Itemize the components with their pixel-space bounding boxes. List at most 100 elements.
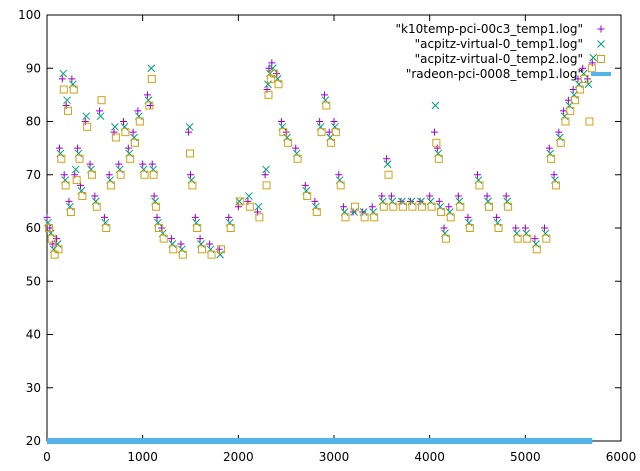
data-point xyxy=(131,138,140,147)
data-point xyxy=(266,74,275,83)
data-point xyxy=(301,181,309,189)
data-point xyxy=(139,160,147,168)
data-point xyxy=(327,138,336,147)
data-point xyxy=(341,213,350,222)
data-point xyxy=(96,112,105,121)
x-tick-label: 6000 xyxy=(606,450,637,464)
data-point xyxy=(268,59,276,67)
legend-swatch xyxy=(597,25,605,33)
data-point xyxy=(72,176,81,185)
data-point xyxy=(426,192,434,200)
data-point xyxy=(331,128,340,137)
data-point xyxy=(545,144,553,152)
data-point xyxy=(316,118,324,125)
y-tick-label: 40 xyxy=(26,328,41,342)
data-point xyxy=(435,197,443,205)
data-point xyxy=(340,203,348,211)
data-point xyxy=(303,192,312,201)
data-point xyxy=(115,160,123,168)
data-point xyxy=(87,170,96,179)
data-point xyxy=(234,203,242,211)
data-point xyxy=(585,117,594,126)
data-point xyxy=(111,122,119,131)
data-point xyxy=(588,59,596,67)
data-point xyxy=(445,203,453,211)
data-point xyxy=(185,122,194,131)
data-point xyxy=(105,171,113,179)
data-point xyxy=(383,155,391,163)
data-point xyxy=(441,234,450,243)
data-point xyxy=(147,74,156,83)
data-point xyxy=(556,138,565,147)
data-point xyxy=(584,75,592,83)
data-point xyxy=(245,202,254,211)
data-point xyxy=(454,192,462,200)
data-point xyxy=(427,202,436,211)
x-tick-label: 3000 xyxy=(319,450,350,464)
data-point xyxy=(264,80,272,89)
data-point xyxy=(107,181,116,190)
data-point xyxy=(207,250,216,259)
data-marks xyxy=(43,53,598,444)
data-point xyxy=(129,128,137,136)
data-point xyxy=(574,75,582,83)
data-point xyxy=(149,170,158,179)
data-point xyxy=(575,85,584,94)
data-point xyxy=(564,96,572,104)
legend-swatch xyxy=(597,40,605,48)
data-point xyxy=(61,181,70,190)
data-point xyxy=(62,102,70,110)
data-point xyxy=(397,197,405,205)
y-tick-label: 60 xyxy=(26,221,41,235)
data-point xyxy=(245,192,253,200)
data-point xyxy=(110,128,118,136)
data-point xyxy=(262,165,270,174)
data-point xyxy=(322,101,331,110)
legend-swatch xyxy=(597,55,605,63)
data-point xyxy=(149,165,158,174)
data-point xyxy=(43,213,51,221)
data-point xyxy=(513,234,522,243)
data-point xyxy=(54,245,63,254)
data-point xyxy=(263,86,271,94)
data-point xyxy=(74,144,82,152)
data-point xyxy=(389,202,398,211)
data-point xyxy=(135,117,144,126)
data-point xyxy=(384,170,393,179)
data-point xyxy=(277,118,285,125)
data-point xyxy=(279,128,288,137)
data-point xyxy=(325,128,333,136)
series-0 xyxy=(43,59,596,253)
data-point xyxy=(579,64,587,72)
data-point xyxy=(475,181,484,190)
data-point xyxy=(185,128,193,136)
data-point xyxy=(561,117,570,126)
data-point xyxy=(379,202,388,211)
data-point xyxy=(187,171,194,179)
y-tick-label: 90 xyxy=(26,61,41,75)
data-point xyxy=(359,208,367,216)
data-point xyxy=(111,133,120,142)
data-point xyxy=(78,192,87,201)
data-point xyxy=(547,154,556,163)
data-point xyxy=(97,96,106,105)
data-point xyxy=(542,234,551,243)
data-point xyxy=(143,91,151,99)
data-point xyxy=(63,96,71,105)
data-point xyxy=(432,138,441,147)
data-point xyxy=(59,85,68,94)
y-tick-label: 70 xyxy=(26,168,41,182)
data-point xyxy=(81,118,89,125)
data-point xyxy=(398,202,407,211)
data-point xyxy=(587,64,596,73)
data-point xyxy=(465,224,474,232)
data-point xyxy=(167,235,175,243)
data-point xyxy=(254,202,263,211)
data-point xyxy=(96,107,104,115)
legend-label: "radeon-pci-0008_temp1.log" xyxy=(406,67,583,81)
data-point xyxy=(169,245,178,254)
data-point xyxy=(188,181,197,190)
data-point xyxy=(55,144,63,152)
data-point xyxy=(292,144,300,152)
data-point xyxy=(152,202,161,211)
